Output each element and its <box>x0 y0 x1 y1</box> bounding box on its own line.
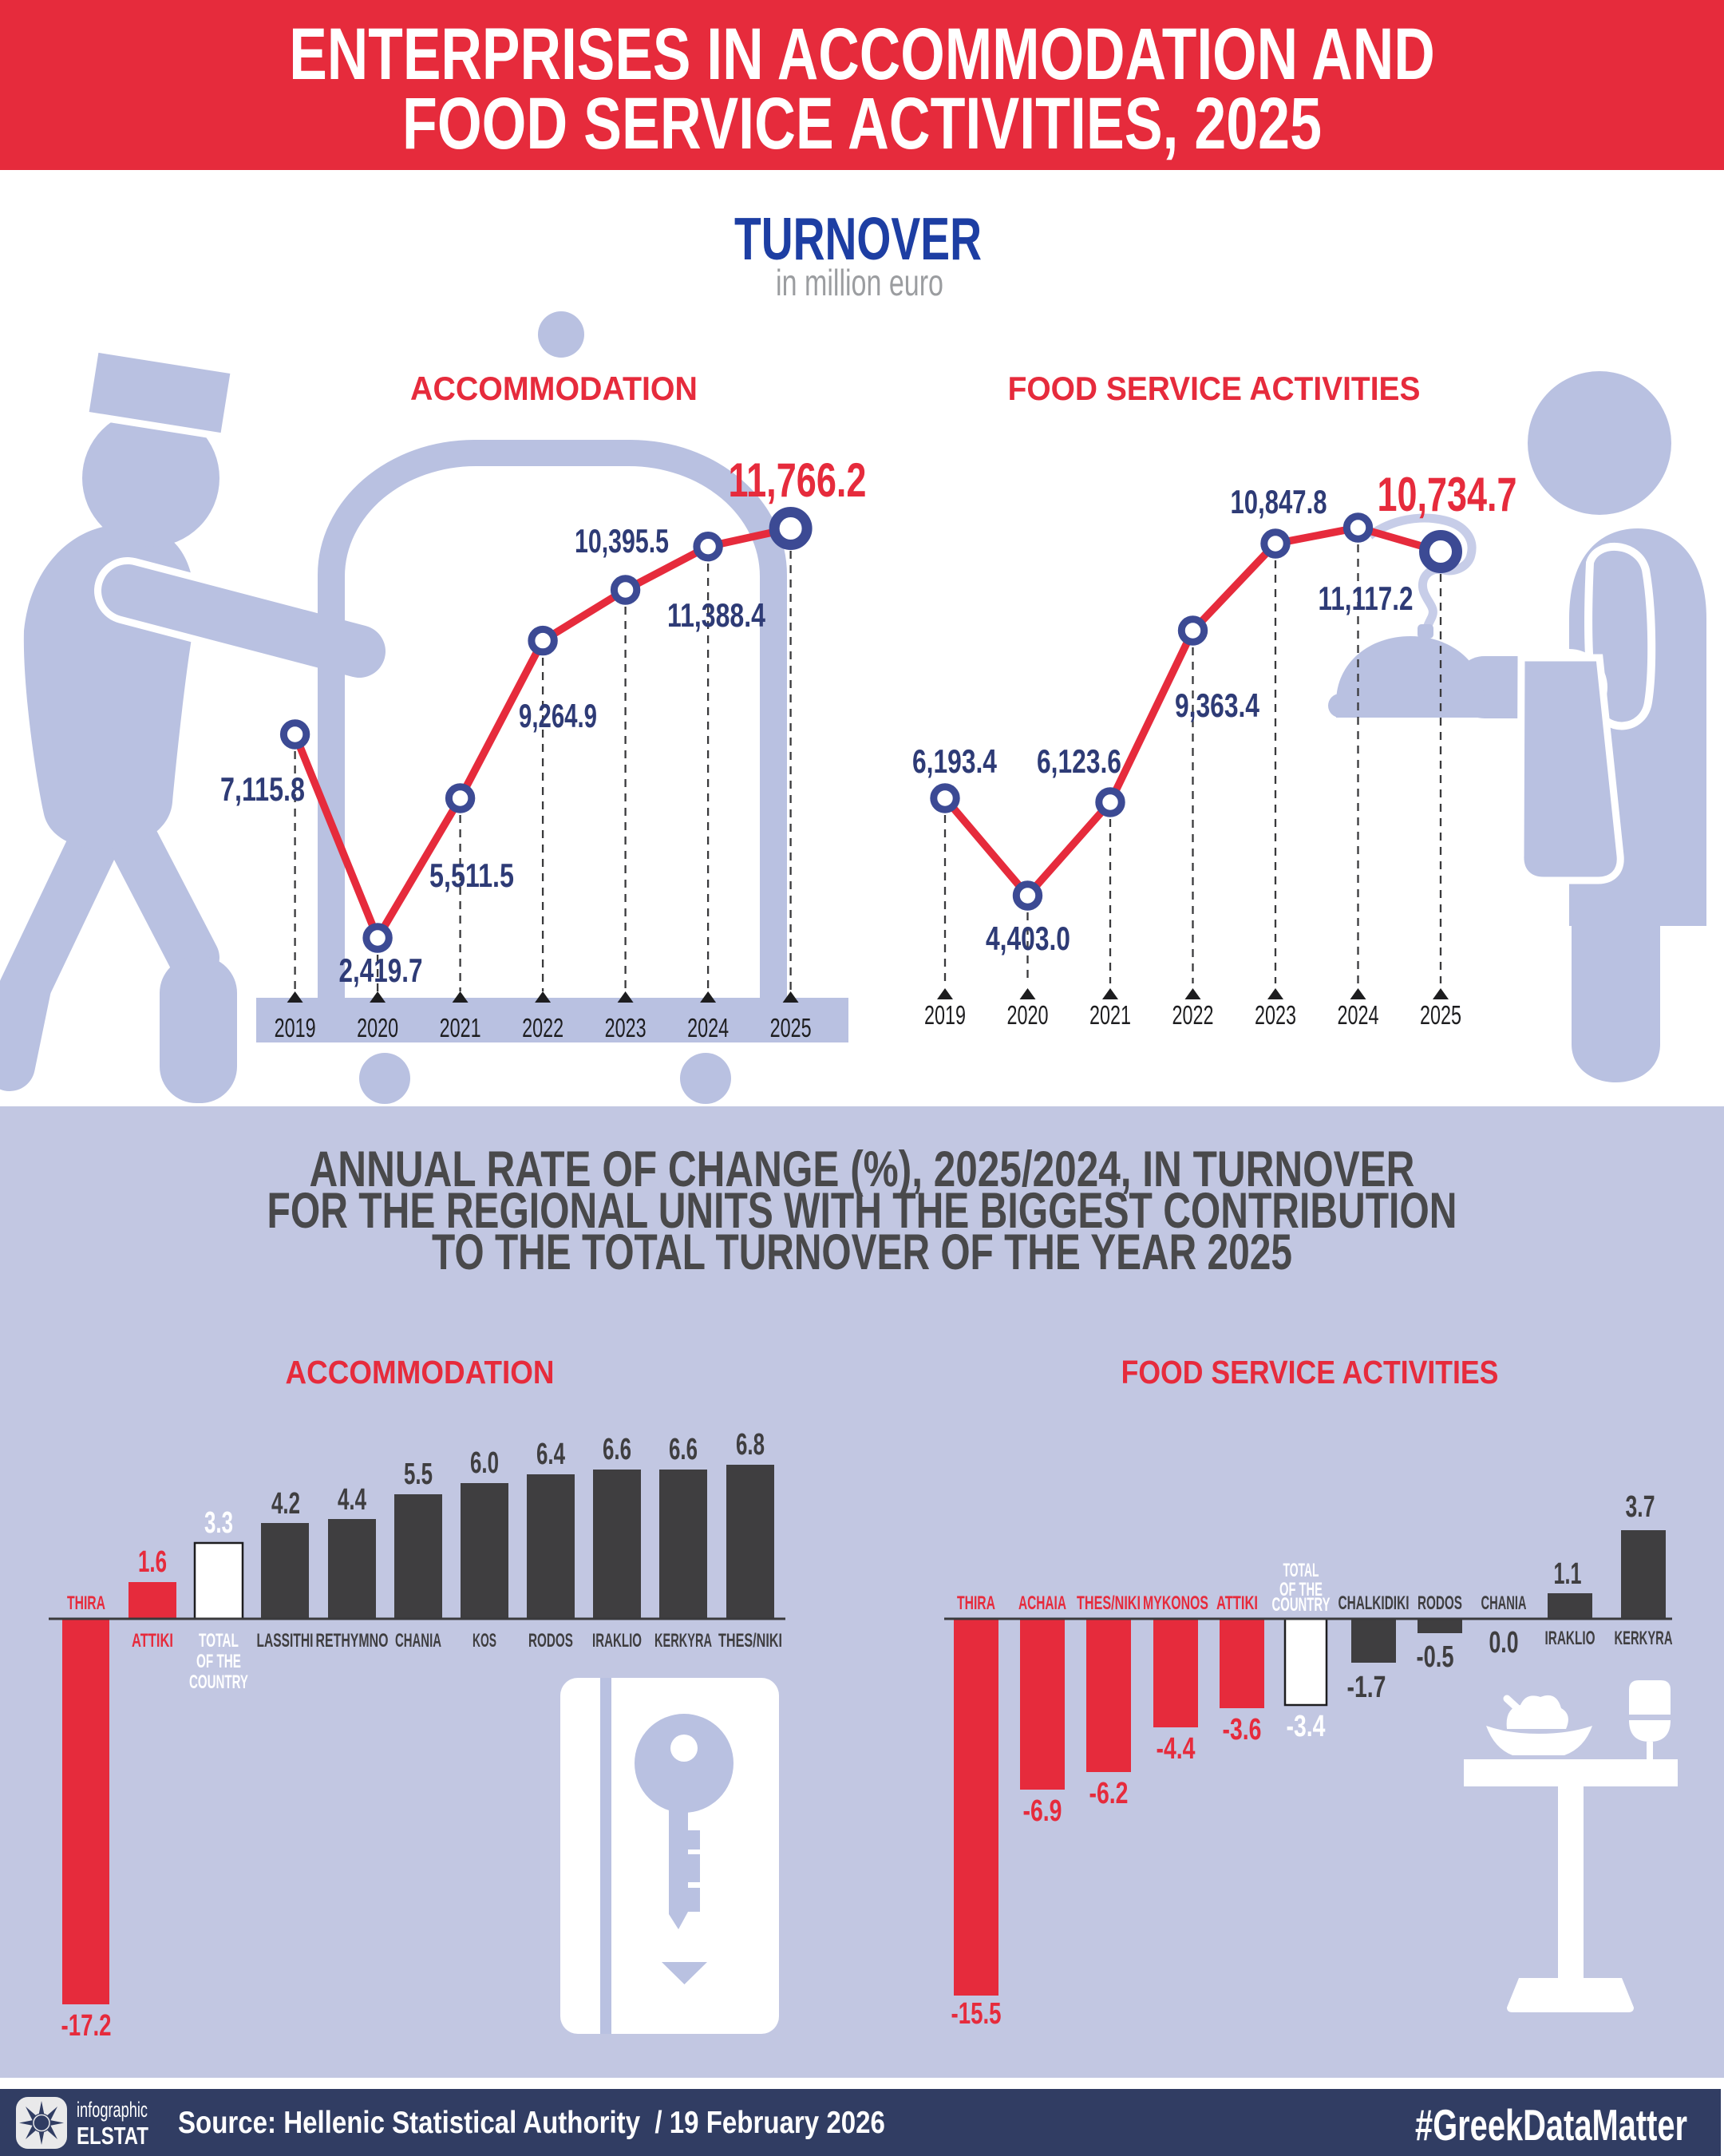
svg-text:ACCOMMODATION: ACCOMMODATION <box>286 1355 555 1391</box>
svg-text:3.3: 3.3 <box>204 1505 233 1539</box>
svg-text:KERKYRA: KERKYRA <box>654 1630 712 1652</box>
svg-text:4.2: 4.2 <box>271 1486 300 1520</box>
svg-text:3.7: 3.7 <box>1626 1489 1655 1523</box>
svg-text:4.4: 4.4 <box>338 1482 366 1516</box>
svg-text:2025: 2025 <box>1420 1001 1461 1031</box>
svg-text:2022: 2022 <box>522 1014 563 1043</box>
svg-text:1.6: 1.6 <box>138 1545 167 1578</box>
svg-text:TOTAL: TOTAL <box>1283 1560 1319 1581</box>
svg-text:2019: 2019 <box>924 1001 966 1031</box>
svg-text:MYKONOS: MYKONOS <box>1143 1593 1208 1614</box>
svg-text:6.0: 6.0 <box>470 1446 499 1479</box>
svg-text:2024: 2024 <box>1338 1001 1379 1031</box>
svg-text:RODOS: RODOS <box>528 1631 573 1652</box>
svg-text:-17.2: -17.2 <box>61 2009 112 2043</box>
svg-text:5.5: 5.5 <box>404 1457 433 1490</box>
svg-text:11,388.4: 11,388.4 <box>667 596 765 634</box>
svg-text:CHANIA: CHANIA <box>1481 1592 1527 1614</box>
svg-text:ENTERPRISES IN ACCOMMODATION A: ENTERPRISES IN ACCOMMODATION AND <box>289 13 1435 95</box>
svg-text:-3.4: -3.4 <box>1287 1710 1326 1743</box>
svg-text:infographic: infographic <box>77 2097 148 2121</box>
svg-text:THES/NIKI: THES/NIKI <box>1077 1592 1141 1614</box>
svg-text:COUNTRY: COUNTRY <box>1272 1595 1331 1616</box>
svg-text:10,847.8: 10,847.8 <box>1231 483 1327 520</box>
svg-text:1.1: 1.1 <box>1554 1557 1582 1590</box>
svg-text:OF THE: OF THE <box>196 1652 241 1672</box>
svg-text:RETHYMNO: RETHYMNO <box>316 1631 389 1652</box>
svg-text:CHANIA: CHANIA <box>395 1631 441 1652</box>
svg-text:ACHAIA: ACHAIA <box>1018 1593 1066 1614</box>
svg-text:ELSTAT: ELSTAT <box>77 2122 148 2150</box>
svg-text:KOS: KOS <box>473 1630 496 1652</box>
svg-text:COUNTRY: COUNTRY <box>189 1672 248 1693</box>
svg-text:2,419.7: 2,419.7 <box>339 951 423 990</box>
svg-text:#GreekDataMatter: #GreekDataMatter <box>1415 2102 1687 2150</box>
svg-text:6.8: 6.8 <box>736 1427 765 1461</box>
svg-text:Source: Hellenic Statistical A: Source: Hellenic Statistical Authority /… <box>178 2104 885 2139</box>
svg-text:5,511.5: 5,511.5 <box>429 856 514 894</box>
svg-text:FOOD SERVICE ACTIVITIES: FOOD SERVICE ACTIVITIES <box>1121 1355 1499 1391</box>
svg-text:10,395.5: 10,395.5 <box>575 522 669 560</box>
svg-text:TURNOVER: TURNOVER <box>734 205 982 272</box>
svg-text:OF THE: OF THE <box>1279 1580 1323 1601</box>
svg-text:9,264.9: 9,264.9 <box>519 697 597 735</box>
svg-text:-3.6: -3.6 <box>1223 1713 1262 1747</box>
svg-text:RODOS: RODOS <box>1418 1593 1462 1614</box>
svg-text:-6.9: -6.9 <box>1023 1794 1062 1828</box>
svg-text:FOOD SERVICE ACTIVITIES, 2025: FOOD SERVICE ACTIVITIES, 2025 <box>402 82 1322 164</box>
svg-text:FOR THE REGIONAL UNITS WITH TH: FOR THE REGIONAL UNITS WITH THE BIGGEST … <box>267 1182 1457 1239</box>
svg-text:7,115.8: 7,115.8 <box>220 770 305 808</box>
svg-text:CHALKIDIKI: CHALKIDIKI <box>1338 1593 1410 1614</box>
svg-text:TOTAL: TOTAL <box>199 1631 239 1652</box>
svg-text:2020: 2020 <box>357 1014 398 1043</box>
svg-text:2022: 2022 <box>1172 1001 1214 1031</box>
svg-text:LASSITHI: LASSITHI <box>257 1631 314 1652</box>
svg-text:-6.2: -6.2 <box>1089 1777 1129 1810</box>
svg-text:2020: 2020 <box>1007 1001 1049 1031</box>
svg-text:0.0: 0.0 <box>1489 1624 1519 1659</box>
svg-text:11,766.2: 11,766.2 <box>729 454 867 508</box>
svg-text:ANNUAL RATE OF CHANGE (%), 202: ANNUAL RATE OF CHANGE (%), 2025/2024, IN… <box>310 1141 1415 1197</box>
svg-text:2024: 2024 <box>687 1014 729 1043</box>
svg-text:-4.4: -4.4 <box>1157 1732 1196 1766</box>
svg-text:IRAKLIO: IRAKLIO <box>592 1631 642 1652</box>
svg-text:6,193.4: 6,193.4 <box>912 742 997 780</box>
svg-text:2023: 2023 <box>605 1014 646 1043</box>
svg-text:4,403.0: 4,403.0 <box>986 920 1070 957</box>
svg-text:THIRA: THIRA <box>67 1593 105 1614</box>
svg-text:9,363.4: 9,363.4 <box>1175 686 1259 724</box>
svg-text:ACCOMMODATION: ACCOMMODATION <box>410 370 698 407</box>
svg-text:11,117.2: 11,117.2 <box>1319 580 1414 618</box>
svg-text:THIRA: THIRA <box>957 1593 995 1614</box>
svg-text:-15.5: -15.5 <box>951 1997 1002 2031</box>
svg-text:6.4: 6.4 <box>536 1437 565 1470</box>
svg-text:2025: 2025 <box>770 1014 812 1043</box>
svg-text:6.6: 6.6 <box>669 1432 698 1466</box>
svg-text:IRAKLIO: IRAKLIO <box>1545 1628 1595 1649</box>
svg-text:THES/NIKI: THES/NIKI <box>718 1630 782 1652</box>
svg-text:2023: 2023 <box>1255 1001 1296 1031</box>
svg-text:TO THE TOTAL TURNOVER OF THE Y: TO THE TOTAL TURNOVER OF THE YEAR 2025 <box>432 1224 1292 1280</box>
svg-text:ATTIKI: ATTIKI <box>1216 1592 1258 1614</box>
svg-text:2021: 2021 <box>1089 1001 1131 1031</box>
svg-text:6.6: 6.6 <box>603 1432 631 1466</box>
svg-text:in million euro: in million euro <box>776 262 943 303</box>
svg-text:-0.5: -0.5 <box>1417 1640 1454 1675</box>
svg-text:-1.7: -1.7 <box>1347 1671 1386 1704</box>
svg-text:ATTIKI: ATTIKI <box>132 1630 173 1652</box>
svg-text:FOOD SERVICE ACTIVITIES: FOOD SERVICE ACTIVITIES <box>1008 370 1421 408</box>
svg-text:10,734.7: 10,734.7 <box>1378 469 1517 522</box>
svg-text:2021: 2021 <box>440 1014 481 1043</box>
svg-text:2019: 2019 <box>275 1014 316 1043</box>
svg-text:6,123.6: 6,123.6 <box>1037 742 1121 780</box>
svg-text:KERKYRA: KERKYRA <box>1615 1628 1673 1650</box>
